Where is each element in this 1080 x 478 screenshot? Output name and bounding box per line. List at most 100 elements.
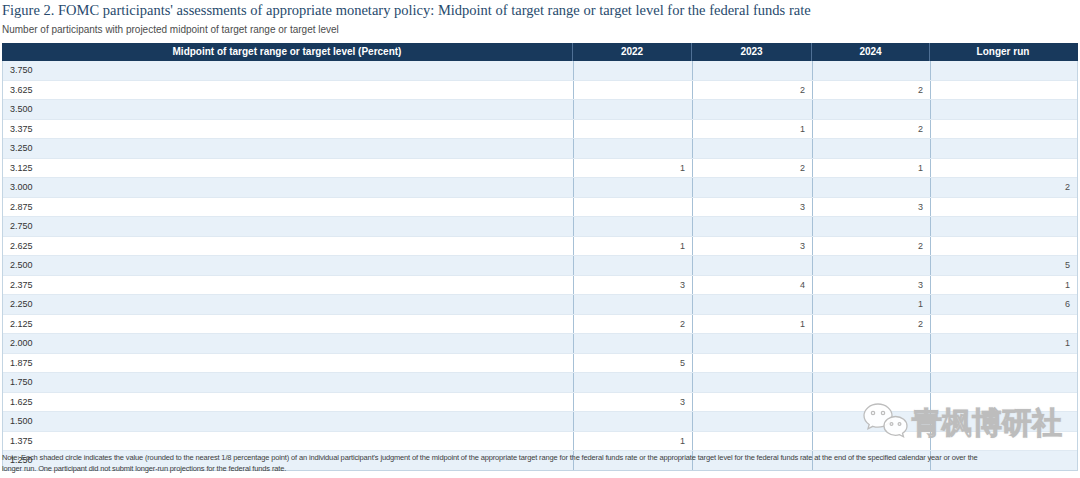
count-cell — [692, 334, 812, 353]
count-cell — [573, 217, 692, 236]
count-cell: 6 — [930, 295, 1077, 314]
count-cell — [930, 432, 1077, 451]
count-cell: 2 — [573, 315, 692, 334]
table-row: 1.500 — [3, 412, 1077, 432]
table-row: 3.37512 — [3, 120, 1077, 140]
count-cell: 3 — [692, 198, 812, 217]
count-cell — [573, 295, 692, 314]
count-cell: 1 — [692, 120, 812, 139]
rate-label: 2.125 — [3, 315, 573, 334]
count-cell — [573, 198, 692, 217]
count-cell: 3 — [812, 198, 930, 217]
table-row: 2.000 1 — [3, 334, 1077, 354]
count-cell — [812, 334, 930, 353]
rate-label: 3.500 — [3, 100, 573, 119]
column-header-longer-run: Longer run — [929, 43, 1076, 61]
count-cell: 2 — [812, 120, 930, 139]
count-cell — [573, 61, 692, 80]
count-cell — [692, 139, 812, 158]
count-cell — [573, 178, 692, 197]
rate-label: 1.375 — [3, 432, 573, 451]
count-cell — [930, 61, 1077, 80]
count-cell — [930, 139, 1077, 158]
count-cell — [692, 432, 812, 451]
count-cell — [692, 100, 812, 119]
rate-label: 2.750 — [3, 217, 573, 236]
count-cell: 5 — [573, 354, 692, 373]
table-row: 3.62522 — [3, 81, 1077, 101]
count-cell: 3 — [812, 276, 930, 295]
count-cell — [692, 61, 812, 80]
count-cell — [692, 412, 812, 431]
rate-label: 1.875 — [3, 354, 573, 373]
table-row: 3.750 — [3, 61, 1077, 81]
count-cell — [573, 334, 692, 353]
table-row: 2.125212 — [3, 315, 1077, 335]
count-cell — [812, 412, 930, 431]
rate-label: 2.000 — [3, 334, 573, 353]
count-cell: 2 — [692, 81, 812, 100]
count-cell — [930, 217, 1077, 236]
count-cell — [812, 61, 930, 80]
count-cell: 2 — [692, 159, 812, 178]
table-row: 2.750 — [3, 217, 1077, 237]
count-cell: 1 — [812, 295, 930, 314]
table-row: 3.125121 — [3, 159, 1077, 179]
count-cell — [573, 120, 692, 139]
count-cell — [812, 217, 930, 236]
count-cell: 1 — [930, 334, 1077, 353]
rate-label: 3.750 — [3, 61, 573, 80]
rate-label: 3.250 — [3, 139, 573, 158]
rate-label: 3.000 — [3, 178, 573, 197]
note-line-2: longer run. One participant did not subm… — [2, 463, 978, 474]
count-cell: 1 — [573, 159, 692, 178]
rate-label: 2.625 — [3, 237, 573, 256]
figure-note: Note: Each shaded circle indicates the v… — [2, 452, 978, 474]
rate-label: 2.500 — [3, 256, 573, 275]
fomc-figure2-page: Figure 2. FOMC participants' assessments… — [0, 0, 1080, 478]
table-row: 2.87533 — [3, 198, 1077, 218]
table-row: 3.0002 — [3, 178, 1077, 198]
count-cell — [692, 256, 812, 275]
count-cell: 3 — [692, 237, 812, 256]
count-cell — [930, 412, 1077, 431]
figure-title: Figure 2. FOMC participants' assessments… — [2, 2, 811, 19]
count-cell: 1 — [573, 237, 692, 256]
count-cell — [812, 178, 930, 197]
count-cell — [930, 373, 1077, 392]
note-line-1: Note: Each shaded circle indicates the v… — [2, 452, 978, 463]
column-header-2022: 2022 — [572, 43, 691, 61]
count-cell: 2 — [812, 81, 930, 100]
rate-label: 1.625 — [3, 393, 573, 412]
count-cell — [930, 393, 1077, 412]
count-cell — [573, 100, 692, 119]
count-cell — [692, 354, 812, 373]
count-cell — [692, 373, 812, 392]
count-cell — [812, 393, 930, 412]
count-cell — [573, 81, 692, 100]
count-cell — [930, 81, 1077, 100]
rate-label: 1.750 — [3, 373, 573, 392]
count-cell: 1 — [930, 276, 1077, 295]
column-header-2024: 2024 — [811, 43, 929, 61]
count-cell — [930, 100, 1077, 119]
count-cell — [812, 354, 930, 373]
count-cell — [930, 237, 1077, 256]
table-row: 1.3751 — [3, 432, 1077, 452]
count-cell: 1 — [812, 159, 930, 178]
table-body: 3.7503.625223.5003.375123.2503.1251213.0… — [3, 61, 1077, 470]
table-row: 1.750 — [3, 373, 1077, 393]
count-cell: 1 — [692, 315, 812, 334]
table-row: 2.25016 — [3, 295, 1077, 315]
column-header-2023: 2023 — [691, 43, 811, 61]
count-cell: 3 — [573, 393, 692, 412]
count-cell — [930, 198, 1077, 217]
count-cell — [692, 217, 812, 236]
projections-table: Midpoint of target range or target level… — [2, 43, 1078, 471]
table-row: 3.250 — [3, 139, 1077, 159]
table-row: 2.5005 — [3, 256, 1077, 276]
count-cell: 3 — [573, 276, 692, 295]
count-cell — [573, 412, 692, 431]
count-cell — [930, 120, 1077, 139]
count-cell — [812, 432, 930, 451]
